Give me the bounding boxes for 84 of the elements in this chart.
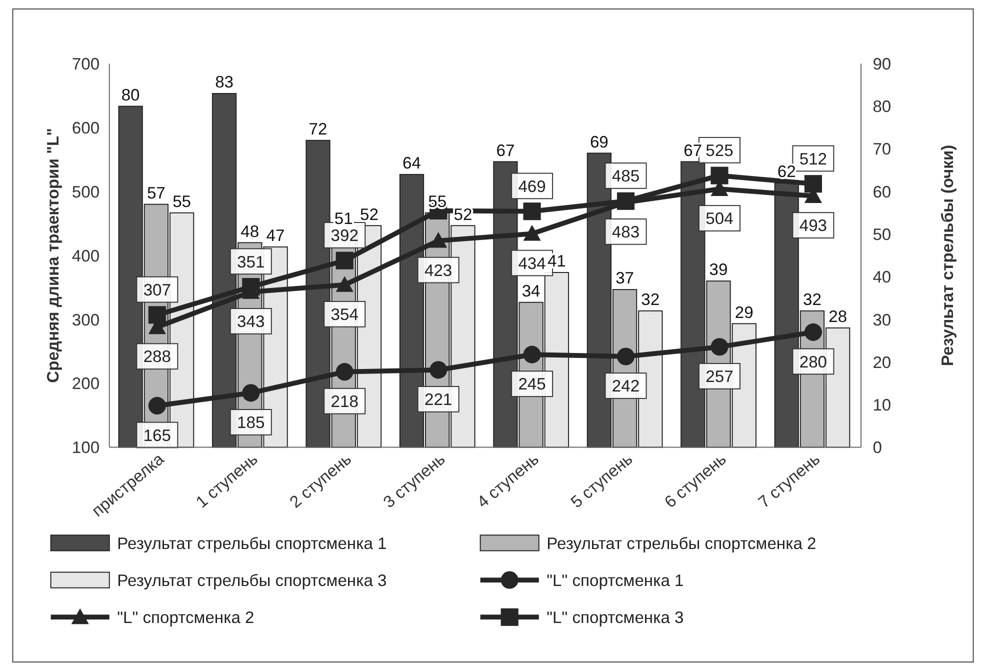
point <box>710 338 728 356</box>
point <box>336 276 354 292</box>
data-label: 47 <box>266 226 285 246</box>
point <box>804 323 822 341</box>
data-label: 83 <box>215 72 234 92</box>
data-label: 392 <box>330 226 358 246</box>
y-tick-label: 100 <box>72 438 100 458</box>
data-label: 493 <box>799 216 828 236</box>
point <box>336 252 354 270</box>
data-label: 288 <box>143 347 172 366</box>
data-label: 257 <box>706 367 734 386</box>
data-label: 351 <box>237 252 265 272</box>
point <box>242 384 260 402</box>
data-label: 221 <box>424 390 452 410</box>
point <box>148 396 166 414</box>
point <box>523 202 541 220</box>
data-label: 280 <box>799 352 828 372</box>
data-label: 434 <box>518 254 546 273</box>
y2-tick-label: 50 <box>872 225 892 244</box>
data-label: 242 <box>612 376 640 396</box>
data-label: 354 <box>330 305 358 324</box>
data-label: 469 <box>518 176 546 196</box>
data-label: 48 <box>240 222 260 241</box>
data-label: 245 <box>518 374 546 394</box>
data-label: 57 <box>146 183 166 202</box>
data-label: 483 <box>612 222 640 242</box>
point <box>336 363 354 381</box>
point <box>523 346 541 364</box>
data-label: 165 <box>143 426 172 445</box>
data-label: 72 <box>308 120 328 139</box>
legend-label: Результат стрельбы спортсменка 1 <box>117 534 387 553</box>
point <box>804 175 822 193</box>
y2-tick-label: 10 <box>872 396 892 414</box>
legend-label: Результат стрельбы спортсменка 2 <box>546 534 816 553</box>
point <box>430 361 448 379</box>
y2-tick-label: 80 <box>872 97 892 116</box>
point <box>710 166 728 184</box>
data-label: 307 <box>143 280 172 300</box>
data-label: 62 <box>777 162 796 182</box>
data-label: 67 <box>496 140 515 160</box>
y-tick-label: 600 <box>72 118 100 138</box>
y-tick-label: 200 <box>72 374 100 394</box>
y2-tick-label: 30 <box>872 310 892 330</box>
data-label: 52 <box>360 204 378 224</box>
y2-tick-label: 70 <box>872 140 892 159</box>
y2-tick-label: 40 <box>872 268 892 287</box>
point <box>148 306 166 324</box>
data-label: 55 <box>172 192 192 211</box>
data-label: 504 <box>706 209 734 228</box>
y2-tick-label: 0 <box>872 438 882 458</box>
data-label: 423 <box>424 260 452 280</box>
legend-label: "L" спортсменка 1 <box>546 570 684 590</box>
data-label: 29 <box>734 302 754 322</box>
data-label: 34 <box>522 281 540 300</box>
legend-label: "L" спортсменка 3 <box>546 608 684 627</box>
data-label: 485 <box>612 166 640 186</box>
data-label: 512 <box>799 149 828 168</box>
data-label: 69 <box>590 132 608 152</box>
y-tick-label: 700 <box>72 54 100 74</box>
y-tick-label: 300 <box>72 310 100 330</box>
point <box>523 224 541 241</box>
point <box>616 348 635 366</box>
data-label: 343 <box>237 312 265 332</box>
point <box>242 278 260 296</box>
y-axis-title: Средняя длина траектории "L" <box>44 128 63 383</box>
y2-axis-title: Результат стрельбы (очки) <box>938 144 957 366</box>
legend-label: Результат стрельбы спортсменка 3 <box>117 570 387 590</box>
data-label: 32 <box>641 290 660 310</box>
y2-tick-label: 90 <box>872 54 892 74</box>
legend-label: "L" спортсменка 2 <box>117 608 254 627</box>
data-label: 28 <box>828 307 848 326</box>
data-label: 32 <box>803 290 822 310</box>
y-tick-label: 500 <box>72 182 100 202</box>
y-tick-label: 400 <box>72 246 100 266</box>
y2-tick-label: 20 <box>872 352 892 372</box>
data-label: 37 <box>616 268 634 288</box>
point <box>430 232 448 248</box>
data-label: 39 <box>709 260 728 280</box>
data-label: 185 <box>237 413 265 432</box>
data-label: 525 <box>706 141 734 160</box>
data-label: 218 <box>330 392 358 411</box>
data-label: 80 <box>121 85 140 104</box>
y2-tick-label: 60 <box>872 182 892 202</box>
data-label: 64 <box>402 154 421 173</box>
